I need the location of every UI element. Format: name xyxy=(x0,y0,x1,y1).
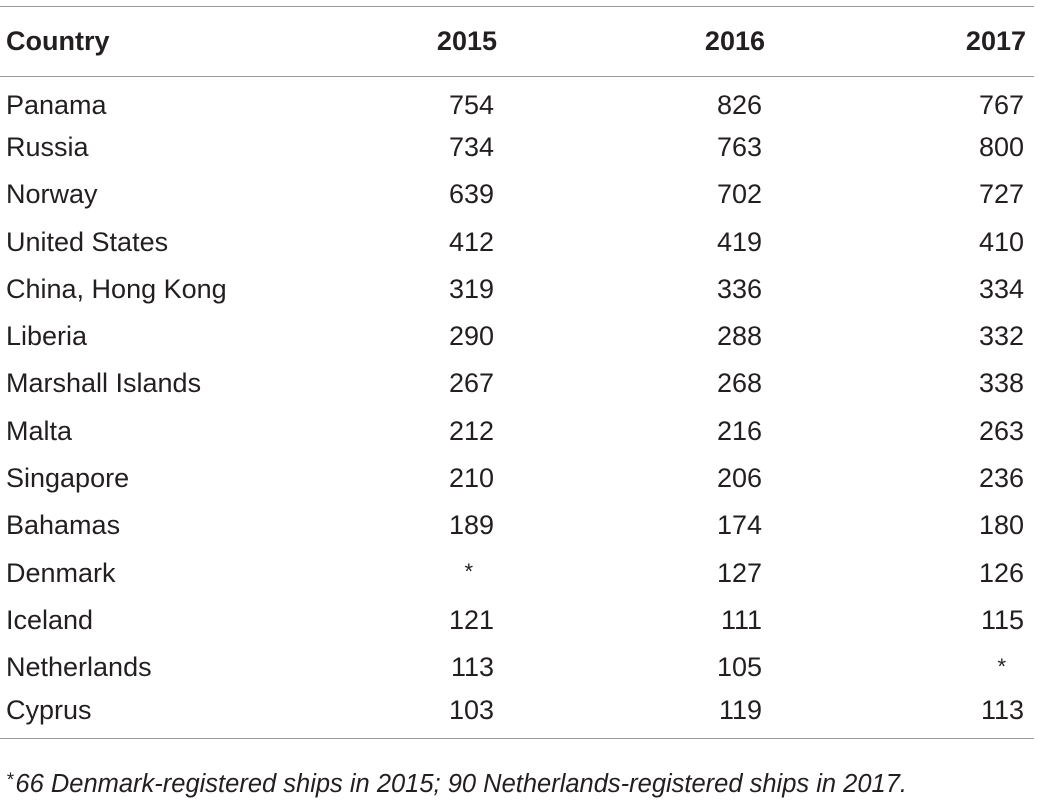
cell-year-2016: 336 xyxy=(716,273,762,304)
cell-year-2016: 419 xyxy=(716,226,762,257)
cell-year-2016: 216 xyxy=(716,415,762,446)
table-row: China, Hong Kong 319 336 334 xyxy=(0,266,1034,313)
column-header-2017: 2017 xyxy=(965,26,1026,56)
cell-country: United States xyxy=(6,226,169,257)
cell-year-2017: 113 xyxy=(980,695,1024,726)
cell-country: Singapore xyxy=(6,463,130,494)
table-row: Iceland 121 111 115 xyxy=(0,597,1034,644)
table-row: Cyprus 103 119 113 xyxy=(0,691,1034,738)
cell-year-2017: 263 xyxy=(978,415,1024,446)
column-header-country: Country xyxy=(6,26,110,56)
cell-country: Panama xyxy=(6,89,107,120)
table-row: Russia 734 763 800 xyxy=(0,124,1034,171)
table-row: Bahamas 189 174 180 xyxy=(0,502,1034,549)
cell-year-2017: 332 xyxy=(978,321,1024,352)
cell-year-2017: 180 xyxy=(978,510,1024,541)
cell-year-2016: 111 xyxy=(720,604,762,635)
cell-year-2015: 212 xyxy=(448,415,494,446)
cell-year-2015: 121 xyxy=(448,604,494,635)
cell-year-2017: 727 xyxy=(978,179,1024,210)
cell-year-2017: 767 xyxy=(978,89,1024,120)
header-row: Country 2015 2016 2017 xyxy=(0,6,1034,77)
table-row: Netherlands 113 105 * xyxy=(0,644,1034,691)
table-row: United States 412 419 410 xyxy=(0,218,1034,265)
footnote-text: 66 Denmark-registered ships in 2015; 90 … xyxy=(15,770,907,798)
cell-year-2016: 288 xyxy=(716,321,762,352)
footnote-mark: * xyxy=(6,770,14,791)
cell-year-2017: 126 xyxy=(978,557,1024,588)
cell-year-2017: 334 xyxy=(978,273,1024,304)
cell-year-2015: 103 xyxy=(448,695,494,726)
cell-year-2015: 734 xyxy=(448,131,494,162)
cell-country: China, Hong Kong xyxy=(6,273,227,304)
table-body: Panama 754 826 767 Russia 734 763 800 Norway 639 7… xyxy=(0,77,1034,739)
cell-country: Russia xyxy=(6,131,89,162)
table-row: Panama 754 826 767 xyxy=(0,77,1034,124)
cell-year-2016: 268 xyxy=(716,368,762,399)
cell-year-2015: 113 xyxy=(450,652,494,683)
cell-year-2017: 800 xyxy=(978,131,1024,162)
cell-year-2017: 338 xyxy=(978,368,1024,399)
cell-year-2015: 189 xyxy=(448,510,494,541)
cell-year-2015: 639 xyxy=(448,179,494,210)
cell-year-2016: 702 xyxy=(716,179,762,210)
cell-year-2015: 290 xyxy=(448,321,494,352)
table-row: Norway 639 702 727 xyxy=(0,171,1034,218)
cell-year-2016: 174 xyxy=(716,510,762,541)
cell-year-2016: 105 xyxy=(716,652,762,683)
cell-year-2016: 119 xyxy=(718,695,762,726)
table-header: Country 2015 2016 2017 xyxy=(0,6,1034,77)
cell-country: Liberia xyxy=(6,321,88,352)
cell-country: Norway xyxy=(6,179,98,210)
cell-year-2017: 236 xyxy=(978,463,1024,494)
column-header-2015: 2015 xyxy=(436,26,497,56)
cell-country: Marshall Islands xyxy=(6,368,202,399)
cell-year-2016: 826 xyxy=(716,89,762,120)
cell-country: Iceland xyxy=(6,604,94,635)
cell-year-2017: 115 xyxy=(980,604,1024,635)
table-row: Singapore 210 206 236 xyxy=(0,455,1034,502)
cell-year-2015: 412 xyxy=(448,226,494,257)
cell-country: Netherlands xyxy=(6,652,152,683)
cell-year-2015: 267 xyxy=(448,368,494,399)
data-table: Country 2015 2016 2017 Panama 754 826 767 Ru… xyxy=(0,6,1034,739)
table-row: Liberia 290 288 332 xyxy=(0,313,1034,360)
table-row: Marshall Islands 267 268 338 xyxy=(0,360,1034,407)
cell-year-2017: * xyxy=(997,654,1006,680)
cell-year-2015: * xyxy=(464,559,473,585)
cell-country: Bahamas xyxy=(6,510,121,541)
cell-country: Malta xyxy=(6,415,73,446)
column-header-2016: 2016 xyxy=(704,26,765,56)
cell-year-2015: 754 xyxy=(448,89,494,120)
cell-country: Denmark xyxy=(6,557,116,588)
cell-year-2016: 763 xyxy=(716,131,762,162)
cell-year-2015: 210 xyxy=(448,463,494,494)
cell-year-2015: 319 xyxy=(448,273,494,304)
cell-year-2016: 206 xyxy=(716,463,762,494)
table-row: Malta 212 216 263 xyxy=(0,408,1034,455)
cell-year-2016: 127 xyxy=(716,557,762,588)
table-footnote: *66 Denmark-registered ships in 2015; 90… xyxy=(6,770,907,799)
table-row: Denmark * 127 126 xyxy=(0,549,1034,596)
cell-country: Cyprus xyxy=(6,695,92,726)
cell-year-2017: 410 xyxy=(978,226,1024,257)
